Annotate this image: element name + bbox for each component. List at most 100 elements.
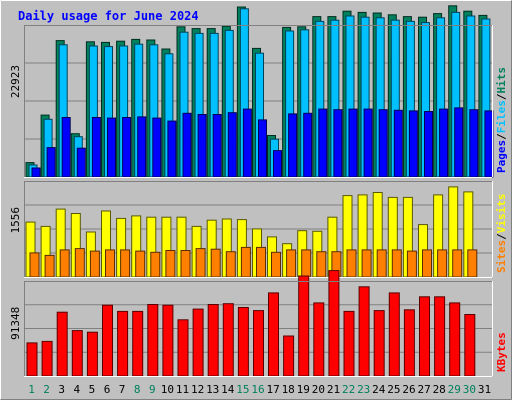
day-label-9: 9 [149, 383, 156, 396]
bar-kbytes-day-8: KBytes 8: 84000 [132, 310, 144, 377]
bar-kbytes-day-16: KBytes 16: 85000 [253, 310, 264, 377]
bar-kbytes-day-27: KBytes 27: 103000 [419, 296, 430, 377]
bar-sites-day-17: Sites 17: 400 [271, 251, 281, 278]
bar-sites-day-30: Sites 30: 440 [467, 249, 478, 278]
bar-kbytes-day-18: KBytes 18: 52000 [283, 335, 295, 377]
panel-kbytes: KBytes 1: 43000KBytes 2: 45000KBytes 3: … [9, 270, 508, 377]
bar-kbytes-day-6: KBytes 6: 92000 [102, 304, 113, 377]
day-label-28: 28 [433, 383, 446, 396]
bar-kbytes-day-10: KBytes 10: 92000 [162, 304, 174, 377]
legend-separator: / [495, 233, 508, 240]
legend: Sites/Visits [495, 194, 508, 274]
bar-pages-day-15: Pages 15: 11300 [242, 108, 252, 178]
bar-sites-day-16: Sites 16: 480 [256, 246, 266, 278]
bar-sites-day-25: Sites 25: 440 [391, 249, 402, 278]
bar-kbytes-day-25: KBytes 25: 108000 [388, 292, 400, 377]
bar-pages-day-30: Pages 30: 11200 [469, 109, 479, 178]
legend-separator: / [495, 93, 508, 100]
bar-pages-day-12: Pages 12: 10400 [197, 114, 207, 178]
day-label-8: 8 [134, 383, 141, 396]
bar-sites-day-13: Sites 13: 450 [210, 248, 221, 278]
day-label-23: 23 [357, 383, 370, 396]
bar-pages-day-3: Pages 3: 9900 [61, 117, 71, 178]
bar-kbytes-day-30: KBytes 30: 80000 [464, 314, 476, 377]
bar-sites-day-15: Sites 15: 480 [240, 246, 251, 278]
bar-kbytes-day-19: KBytes 19: 130000 [298, 275, 310, 377]
axis-max-label: 91348 [9, 307, 22, 340]
bar-kbytes-day-12: KBytes 12: 87000 [192, 308, 204, 377]
bar-pages-day-21: Pages 21: 11200 [333, 109, 343, 178]
day-label-12: 12 [191, 383, 204, 396]
bar-sites-day-19: Sites 19: 440 [301, 249, 312, 278]
day-label-5: 5 [89, 383, 96, 396]
bar-sites-day-6: Sites 6: 440 [105, 249, 115, 278]
bar-pages-day-27: Pages 27: 10900 [424, 111, 433, 178]
bar-kbytes-day-13: KBytes 13: 93000 [207, 304, 219, 377]
panel-visits-sites: Visits 1: 890Visits 2: 820Visits 3: 1100… [9, 181, 508, 278]
bar-pages-day-25: Pages 25: 11100 [393, 109, 403, 178]
bar-kbytes-day-24: KBytes 24: 85000 [373, 310, 385, 377]
bar-kbytes-day-26: KBytes 26: 86000 [403, 309, 415, 377]
bar-pages-day-7: Pages 7: 9900 [122, 117, 132, 178]
legend: Pages/Files/Hits [495, 67, 508, 173]
legend-separator: / [495, 133, 508, 140]
bar-sites-day-18: Sites 18: 440 [286, 249, 297, 278]
bar-kbytes-day-15: KBytes 15: 89000 [237, 307, 249, 377]
bar-pages-day-24: Pages 24: 11200 [378, 109, 388, 178]
bar-pages-day-8: Pages 8: 10000 [137, 116, 147, 178]
bar-kbytes-day-1: KBytes 1: 43000 [26, 342, 38, 377]
day-label-30: 30 [463, 383, 476, 396]
bar-kbytes-day-2: KBytes 2: 45000 [41, 340, 53, 377]
day-label-10: 10 [161, 383, 174, 396]
day-label-31: 31 [478, 383, 491, 396]
day-label-29: 29 [448, 383, 461, 396]
panel-hits-files-pages: Hits 1: 2400Hits 2: 10300Hits 3: 22700Hi… [9, 5, 508, 178]
bar-kbytes-day-9: KBytes 9: 93000 [147, 304, 159, 377]
bar-sites-day-2: Sites 2: 350 [44, 254, 55, 278]
chart-title: Daily usage for June 2024 [18, 9, 199, 23]
bar-sites-day-1: Sites 1: 390 [29, 252, 40, 278]
bar-sites-day-29: Sites 29: 440 [452, 249, 463, 278]
bar-sites-day-9: Sites 9: 400 [150, 251, 161, 278]
axis-max-label: 1556 [9, 207, 22, 234]
bar-sites-day-4: Sites 4: 460 [74, 248, 85, 278]
legend-entry-sites: Sites [495, 240, 508, 273]
day-label-15: 15 [236, 383, 249, 396]
bar-kbytes-day-14: KBytes 14: 94000 [222, 303, 234, 377]
legend-entry-kbytes: KBytes [495, 332, 508, 372]
bar-kbytes-day-11: KBytes 11: 73000 [177, 319, 189, 377]
day-label-19: 19 [297, 383, 310, 396]
day-label-18: 18 [282, 383, 295, 396]
bar-pages-day-10: Pages 10: 9300 [167, 120, 177, 178]
bar-kbytes-day-28: KBytes 28: 103000 [434, 296, 446, 377]
bar-pages-day-9: Pages 9: 9800 [152, 117, 162, 178]
bar-kbytes-day-3: KBytes 3: 83000 [56, 311, 68, 377]
bar-sites-day-7: Sites 7: 440 [120, 249, 131, 278]
day-label-7: 7 [119, 383, 126, 396]
bar-kbytes-day-29: KBytes 29: 95000 [449, 302, 461, 377]
day-label-24: 24 [372, 383, 386, 396]
bar-sites-day-24: Sites 24: 440 [376, 249, 387, 278]
bar-kbytes-day-4: KBytes 4: 59000 [71, 330, 83, 377]
bar-kbytes-day-5: KBytes 5: 57000 [86, 331, 98, 377]
day-label-1: 1 [28, 383, 35, 396]
bar-pages-day-31: Pages 31: 11000 [484, 110, 494, 178]
day-label-26: 26 [402, 383, 415, 396]
day-label-3: 3 [58, 383, 65, 396]
bar-pages-day-16: Pages 16: 9500 [258, 119, 267, 178]
bar-pages-day-22: Pages 22: 11300 [348, 108, 358, 178]
bar-sites-day-22: Sites 22: 440 [346, 249, 357, 278]
bar-pages-day-26: Pages 26: 11000 [408, 110, 418, 178]
bar-pages-day-6: Pages 6: 9800 [107, 117, 116, 178]
bar-sites-day-14: Sites 14: 410 [225, 251, 236, 278]
bar-pages-day-18: Pages 18: 10500 [288, 113, 298, 178]
day-label-6: 6 [104, 383, 111, 396]
day-label-17: 17 [266, 383, 279, 396]
axis-max-label: 22923 [9, 65, 22, 98]
bar-pages-day-28: Pages 28: 11300 [439, 108, 449, 178]
bar-pages-day-11: Pages 11: 10600 [182, 112, 192, 178]
day-label-4: 4 [73, 383, 80, 396]
bar-sites-day-28: Sites 28: 440 [437, 249, 448, 278]
bar-sites-day-12: Sites 12: 460 [195, 248, 206, 278]
